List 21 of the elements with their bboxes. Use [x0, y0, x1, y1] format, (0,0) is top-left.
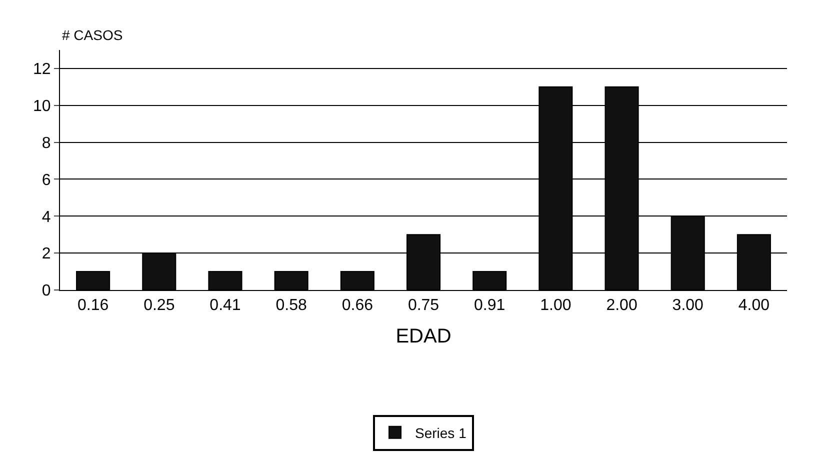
y-tick-label: 8 [42, 134, 51, 152]
x-axis-title: EDAD [396, 326, 452, 348]
x-tick-label: 4.00 [738, 297, 770, 314]
x-tick-label: 0.91 [474, 297, 506, 314]
y-tick-label: 6 [42, 172, 51, 189]
y-tick-label: 4 [42, 208, 51, 226]
legend-label: Series 1 [415, 424, 467, 441]
x-tick-label: 0.25 [144, 297, 175, 314]
x-tick-label: 3.00 [672, 297, 704, 314]
x-tick-label: 0.66 [342, 297, 374, 314]
y-tick-label: 12 [33, 61, 51, 78]
x-tick-label: 0.16 [77, 297, 109, 314]
x-tick-label: 0.41 [210, 297, 241, 314]
y-tick-label: 2 [42, 246, 51, 263]
x-tick-label: 0.58 [276, 297, 307, 314]
x-tick-label: 1.00 [540, 297, 572, 314]
x-tick-label: 0.75 [408, 297, 440, 314]
y-axis-title: # CASOS [62, 27, 123, 43]
y-tick-label: 0 [42, 282, 51, 300]
y-tick-label: 10 [33, 98, 51, 115]
x-tick-label: 2.00 [606, 297, 638, 314]
